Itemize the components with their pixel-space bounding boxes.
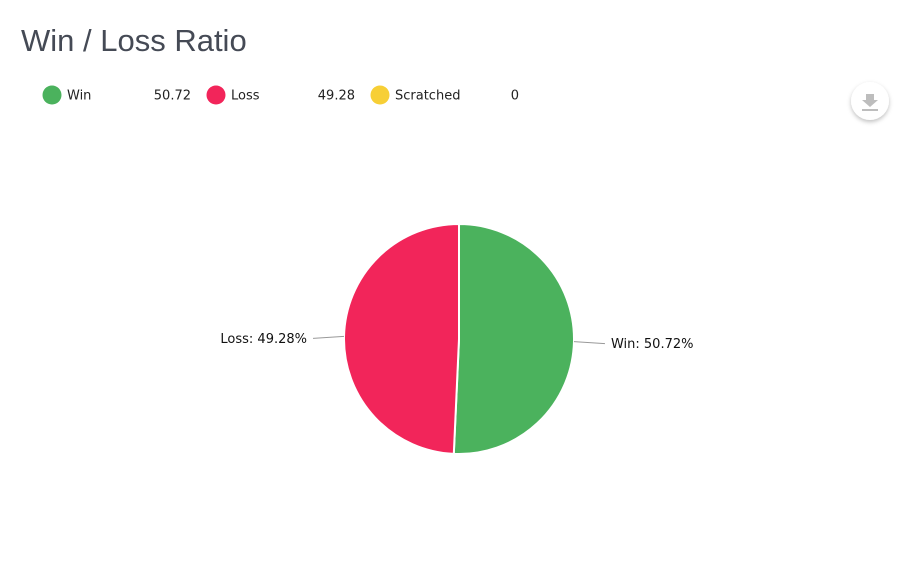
legend-marker [42,85,62,105]
pie-slice [452,222,575,455]
legend-marker [370,85,390,105]
legend-label: Win [67,89,91,104]
download-icon[interactable] [862,94,878,111]
pie-slice [343,222,460,455]
download-button[interactable] [851,82,889,120]
legend-value: 0 [511,89,519,104]
data-label: Loss: 49.28% [220,332,307,347]
legend-label: Loss [231,89,260,104]
label-connector [312,335,345,339]
legend-value: 49.28 [318,89,355,104]
legend-value: 50.72 [154,89,191,104]
chart-title: Win / Loss Ratio [21,23,247,58]
legend-label: Scratched [395,89,460,104]
data-label: Win: 50.72% [611,337,694,352]
label-connector [573,341,606,345]
legend-marker [206,85,226,105]
